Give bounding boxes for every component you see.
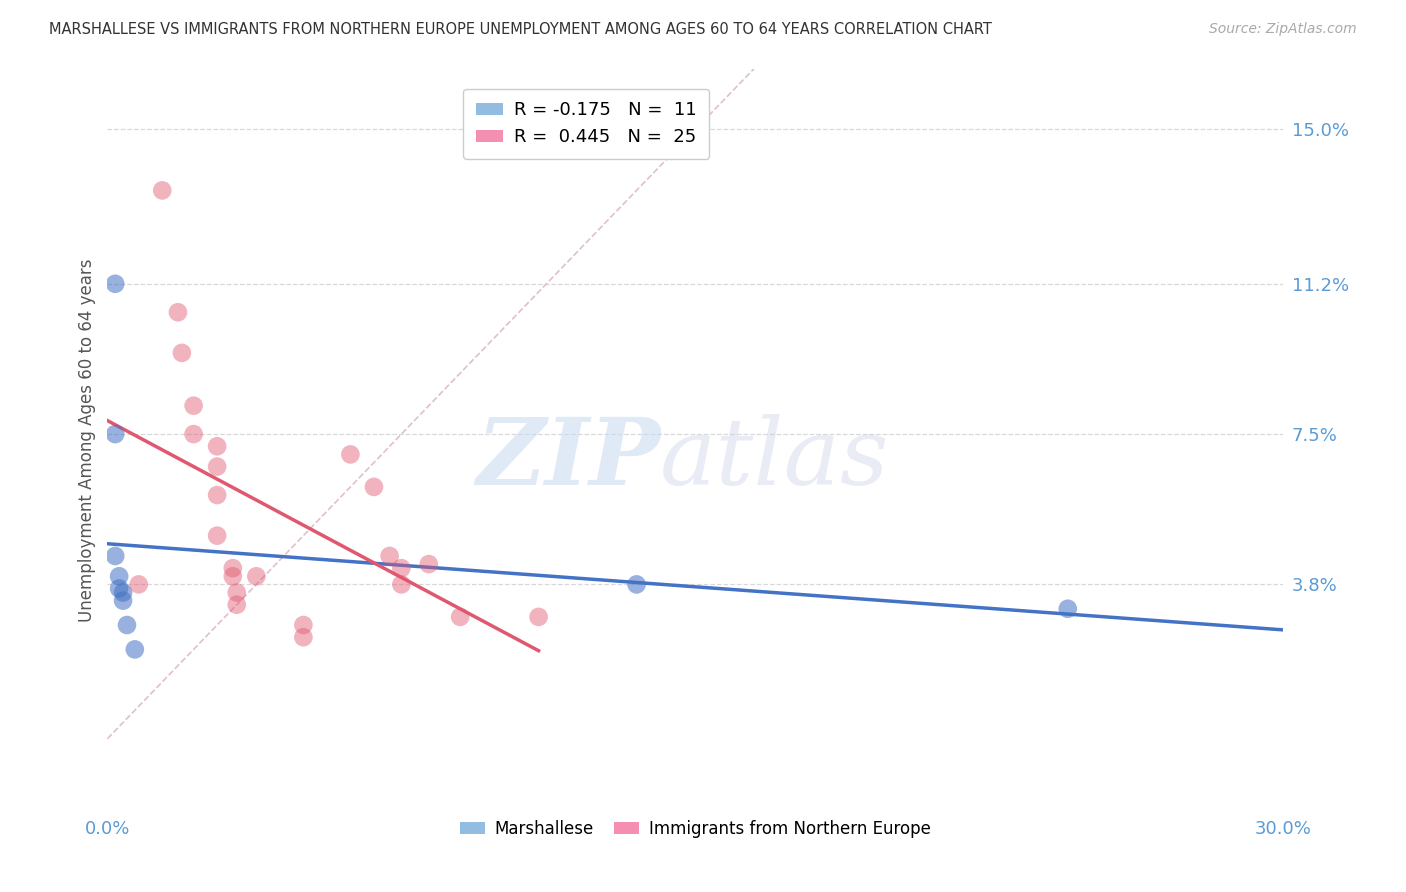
- Point: [626, 577, 648, 591]
- Point: [225, 585, 247, 599]
- Point: [205, 488, 228, 502]
- Point: [225, 598, 247, 612]
- Point: [205, 529, 228, 543]
- Point: [449, 610, 471, 624]
- Text: Source: ZipAtlas.com: Source: ZipAtlas.com: [1209, 22, 1357, 37]
- Point: [205, 439, 228, 453]
- Point: [115, 618, 138, 632]
- Point: [167, 305, 190, 319]
- Point: [418, 557, 440, 571]
- Point: [183, 399, 205, 413]
- Point: [124, 642, 146, 657]
- Point: [112, 585, 135, 599]
- Point: [150, 183, 173, 197]
- Point: [1056, 601, 1078, 615]
- Y-axis label: Unemployment Among Ages 60 to 64 years: Unemployment Among Ages 60 to 64 years: [79, 259, 96, 622]
- Point: [104, 427, 127, 442]
- Point: [183, 427, 205, 442]
- Point: [104, 277, 127, 291]
- Point: [245, 569, 267, 583]
- Point: [389, 577, 412, 591]
- Point: [112, 593, 135, 607]
- Point: [292, 630, 315, 644]
- Point: [170, 346, 193, 360]
- Text: atlas: atlas: [659, 414, 890, 504]
- Point: [108, 569, 131, 583]
- Point: [128, 577, 150, 591]
- Text: ZIP: ZIP: [475, 414, 659, 504]
- Point: [222, 561, 245, 575]
- Legend: Marshallese, Immigrants from Northern Europe: Marshallese, Immigrants from Northern Eu…: [453, 814, 938, 845]
- Point: [527, 610, 550, 624]
- Point: [104, 549, 127, 563]
- Point: [108, 582, 131, 596]
- Point: [389, 561, 412, 575]
- Point: [363, 480, 385, 494]
- Point: [292, 618, 315, 632]
- Text: MARSHALLESE VS IMMIGRANTS FROM NORTHERN EUROPE UNEMPLOYMENT AMONG AGES 60 TO 64 : MARSHALLESE VS IMMIGRANTS FROM NORTHERN …: [49, 22, 993, 37]
- Point: [205, 459, 228, 474]
- Point: [339, 447, 361, 461]
- Point: [222, 569, 245, 583]
- Point: [378, 549, 401, 563]
